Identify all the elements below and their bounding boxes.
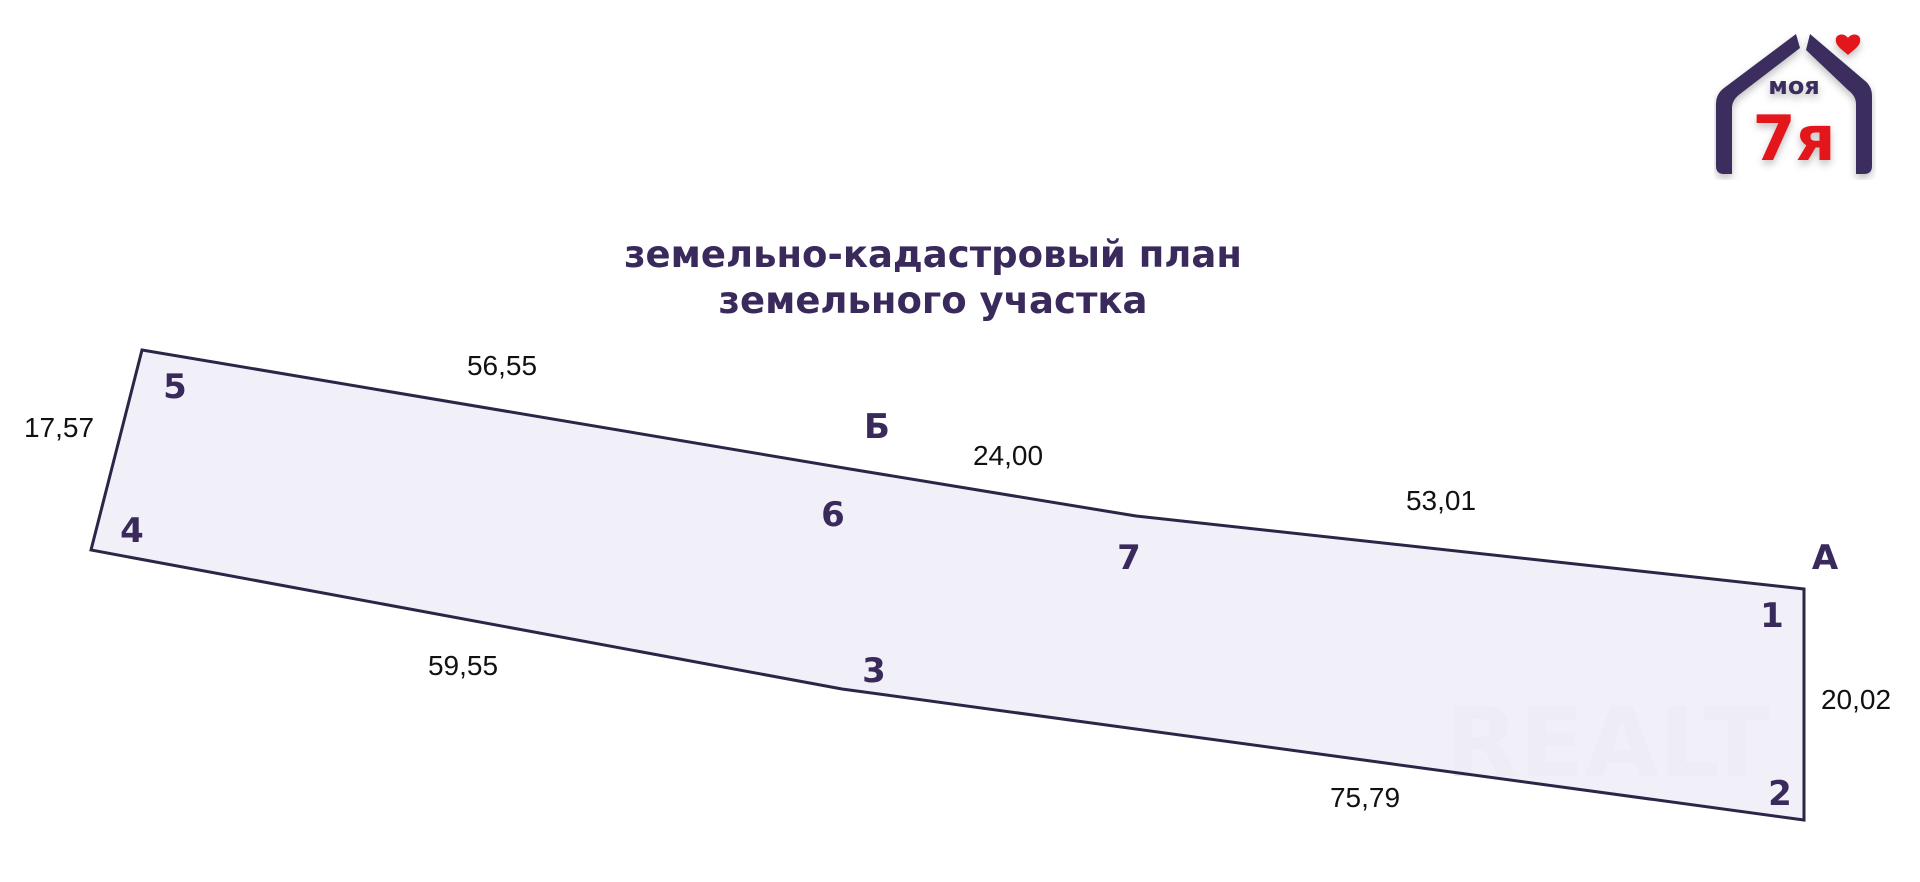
point-6: 6 <box>821 495 845 535</box>
logo: моя 7я <box>1714 28 1876 180</box>
point-3: 3 <box>862 651 886 691</box>
side-5-6-length: 56,55 <box>467 350 537 381</box>
side-1-2-length: 20,02 <box>1821 684 1891 715</box>
side-4-5-length: 17,57 <box>24 412 94 443</box>
land-plot-outline <box>89 348 1806 822</box>
point-7: 7 <box>1117 538 1141 578</box>
point-5: 5 <box>163 367 187 407</box>
side-3-4-length: 59,55 <box>428 650 498 681</box>
side-7-1-length: 53,01 <box>1406 485 1476 516</box>
logo-text-bottom: 7я <box>1753 102 1836 175</box>
point-4: 4 <box>120 511 144 551</box>
title-line-2: земельного участка <box>718 279 1148 322</box>
point-2: 2 <box>1768 774 1792 814</box>
logo-house-icon: моя 7я <box>1716 34 1872 175</box>
title-line-1: земельно-кадастровый план <box>624 233 1242 276</box>
marker-a: А <box>1812 538 1839 578</box>
marker-b: Б <box>864 407 890 447</box>
side-6-7-length: 24,00 <box>973 440 1043 471</box>
point-1: 1 <box>1760 596 1784 636</box>
logo-text-top: моя <box>1768 72 1820 100</box>
side-2-3-length: 75,79 <box>1330 782 1400 813</box>
